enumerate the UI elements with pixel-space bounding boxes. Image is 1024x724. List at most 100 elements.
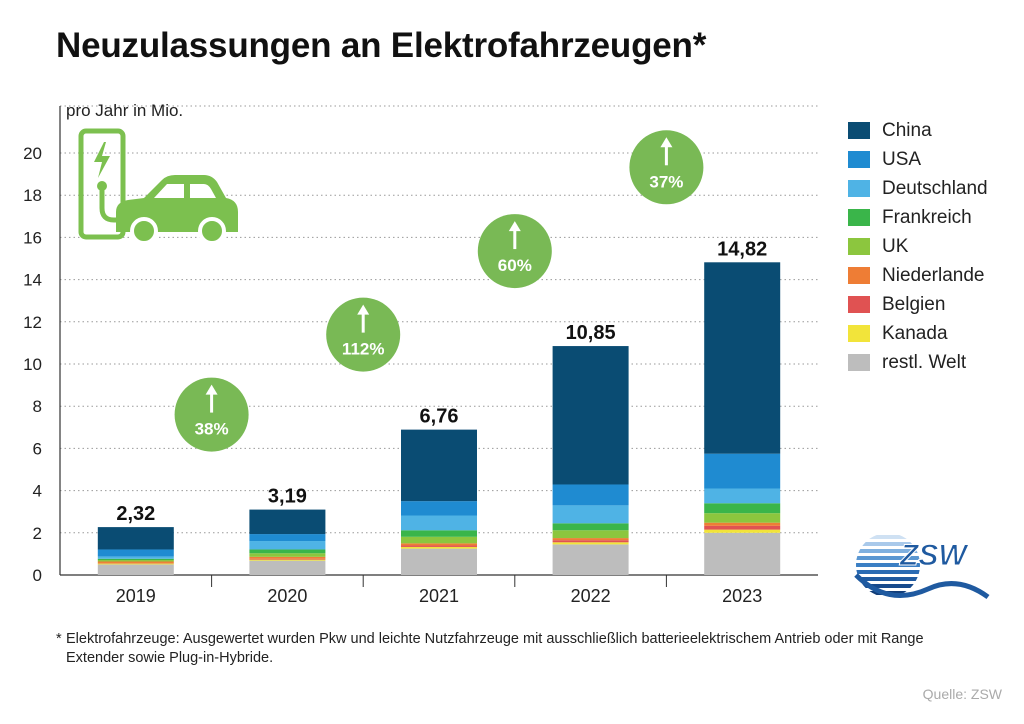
arrow-head xyxy=(205,384,218,395)
bar-segment xyxy=(401,429,477,502)
bar-total-label: 10,85 xyxy=(566,322,616,344)
legend-item: Frankreich xyxy=(848,203,988,232)
bar-total-label: 6,76 xyxy=(420,406,459,428)
growth-label: 37% xyxy=(649,172,683,191)
legend-item: Deutschland xyxy=(848,174,988,203)
stacked-bar-chart: pro Jahr in Mio. 0 2 4 6 8 10 12 14 16 18 20 2019 2,3… xyxy=(23,101,818,606)
growth-badges: 38% 112% 60% 37% xyxy=(174,130,704,452)
legend-item: restl. Welt xyxy=(848,348,988,377)
source-note: Quelle: ZSW xyxy=(922,686,1002,702)
bar-segment xyxy=(97,563,174,565)
y-tick-label: 4 xyxy=(33,482,42,501)
legend-label: Kanada xyxy=(882,322,948,344)
y-axis-label: pro Jahr in Mio. xyxy=(66,101,183,120)
legend-item: Belgien xyxy=(848,290,988,319)
y-tick-label: 14 xyxy=(23,271,42,290)
zsw-logo: ZSW xyxy=(854,533,990,600)
chart-title: Neuzulassungen an Elektrofahrzeugen* xyxy=(56,26,707,65)
y-tick-label: 2 xyxy=(33,524,42,543)
bar-segment xyxy=(552,538,629,541)
growth-circle xyxy=(174,377,249,452)
x-tick-label: 2023 xyxy=(722,586,762,606)
bar-segment xyxy=(704,525,781,530)
bar-segment xyxy=(552,544,629,575)
bar-segment xyxy=(401,515,477,531)
growth-badge: 37% xyxy=(629,130,704,205)
x-tick-label: 2020 xyxy=(267,586,307,606)
y-tick-label: 0 xyxy=(33,566,42,585)
bar-segment xyxy=(552,505,629,524)
x-tick-label: 2022 xyxy=(571,586,611,606)
bar-segment xyxy=(704,488,781,504)
bar-segment xyxy=(401,543,477,546)
legend-item: UK xyxy=(848,232,988,261)
bar-segment xyxy=(401,545,477,547)
footnote: * Elektrofahrzeuge: Ausgewertet wurden P… xyxy=(56,630,956,668)
legend-swatch xyxy=(848,267,870,284)
labels: pro Jahr in Mio. 0 2 4 6 8 10 12 14 16 18 20 2019 2,3… xyxy=(23,101,767,606)
growth-circle xyxy=(326,297,401,372)
arrow-up-icon xyxy=(357,304,370,333)
bar-segment xyxy=(249,556,326,559)
bar-segment xyxy=(552,484,629,506)
bar-segment xyxy=(704,532,781,575)
arrow-head xyxy=(660,137,673,148)
legend-swatch xyxy=(848,325,870,342)
bar-segment xyxy=(249,553,326,557)
legend-label: restl. Welt xyxy=(882,351,967,373)
bar-segment xyxy=(97,564,174,575)
bar-segment xyxy=(401,546,477,549)
legend-label: China xyxy=(882,119,932,141)
bar-segment xyxy=(552,346,629,485)
x-tick-label: 2021 xyxy=(419,586,459,606)
arrow-up-icon xyxy=(508,221,521,250)
bar-segment xyxy=(704,503,781,514)
bars xyxy=(97,262,781,575)
bar-segment xyxy=(401,501,477,516)
y-tick-label: 12 xyxy=(23,313,42,332)
bar-segment xyxy=(97,549,174,557)
growth-label: 60% xyxy=(498,256,532,275)
growth-circle xyxy=(477,214,552,289)
arrow-head xyxy=(357,304,370,315)
bar-segment xyxy=(704,529,781,533)
legend-item: China xyxy=(848,116,988,145)
growth-label: 38% xyxy=(195,420,229,439)
legend-swatch xyxy=(848,296,870,313)
growth-badge: 112% xyxy=(326,297,401,372)
charging-station-icon xyxy=(78,128,126,240)
legend: China USA Deutschland Frankreich UK Niederlan… xyxy=(848,116,988,377)
legend-swatch xyxy=(848,180,870,197)
bar-segment xyxy=(704,453,781,489)
y-tick-label: 16 xyxy=(23,228,42,247)
y-tick-label: 10 xyxy=(23,355,42,374)
legend-label: Belgien xyxy=(882,293,946,315)
legend-item: Kanada xyxy=(848,319,988,348)
bar-segment xyxy=(401,548,477,575)
bar-segment xyxy=(704,522,781,526)
bar-segment xyxy=(249,560,326,575)
x-tick-label: 2019 xyxy=(116,586,156,606)
growth-label: 112% xyxy=(342,340,385,359)
bar-segment xyxy=(97,556,174,559)
legend-label: Frankreich xyxy=(882,206,972,228)
bar-segment xyxy=(552,542,629,545)
bar-segment xyxy=(401,530,477,537)
bar-segment xyxy=(97,527,174,550)
bar-segment xyxy=(97,561,174,563)
arrow-up-icon xyxy=(660,137,673,166)
bar-segment xyxy=(704,262,781,454)
legend-label: UK xyxy=(882,235,909,257)
y-tick-label: 18 xyxy=(23,186,42,205)
legend-item: Niederlande xyxy=(848,261,988,290)
growth-circle xyxy=(629,130,704,205)
legend-label: Deutschland xyxy=(882,177,988,199)
growth-badge: 38% xyxy=(174,377,249,452)
bar-segment xyxy=(552,523,629,531)
footnote-text: Elektrofahrzeuge: Ausgewertet wurden Pkw… xyxy=(66,631,924,666)
bar-total-label: 2,32 xyxy=(116,503,155,525)
bar-segment xyxy=(704,513,781,523)
arrow-up-icon xyxy=(205,384,218,413)
legend-item: USA xyxy=(848,145,988,174)
bar-total-label: 14,82 xyxy=(717,238,767,260)
